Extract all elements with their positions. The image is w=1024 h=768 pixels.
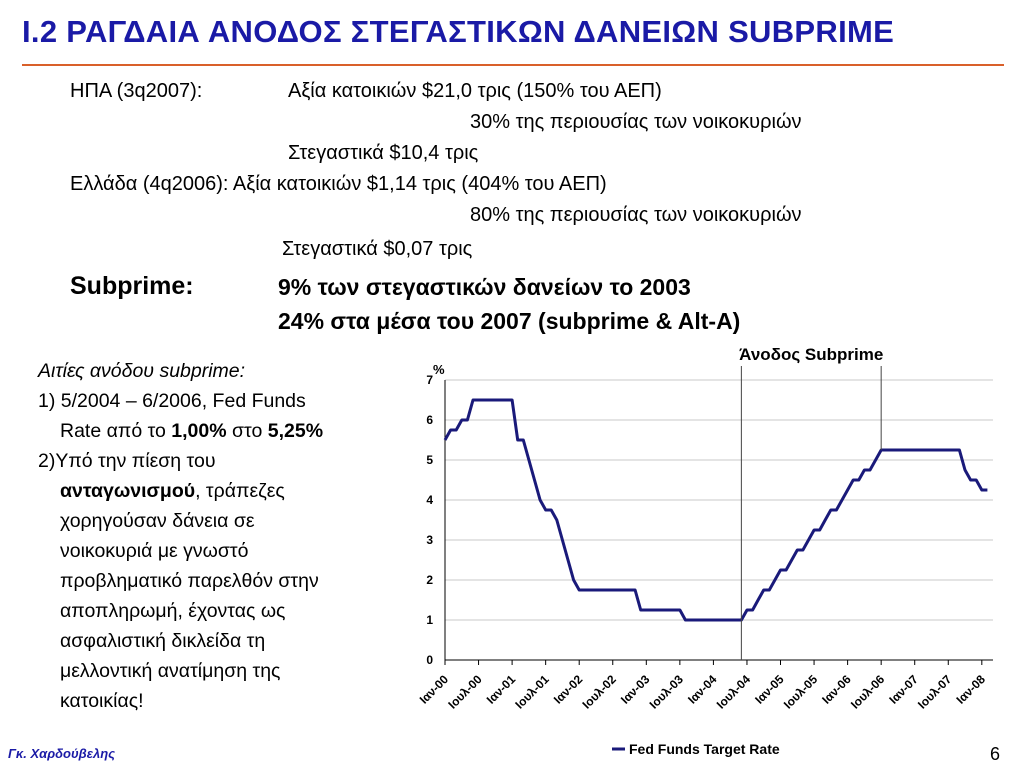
subprime-share-2003: 9% των στεγαστικών δανείων το 2003 — [278, 274, 691, 300]
y-tick-label: 5 — [426, 453, 433, 467]
usa-house-value: Αξία κατοικιών $21,0 τρις (150% του ΑΕΠ) — [288, 80, 662, 102]
cause-2-text: , τράπεζες — [195, 480, 285, 502]
x-tick-label: Ιουλ-00 — [445, 672, 485, 712]
greece-household-share: 80% της περιουσίας των νοικοκυριών — [470, 204, 802, 226]
rate-to: 5,25% — [267, 420, 324, 442]
y-tick-label: 3 — [426, 533, 433, 547]
x-tick-label: Ιουλ-03 — [647, 672, 687, 712]
slide-title: I.2 ΡΑΓΔΑΙΑ ΑΝΟΔΟΣ ΣΤΕΓΑΣΤΙΚΩΝ ΔΑΝΕΙΩΝ S… — [22, 14, 895, 49]
cause-2-line-5: προβληματικό παρελθόν στην — [60, 570, 319, 592]
cause-1-line-1: 1) 5/2004 – 6/2006, Fed Funds — [38, 390, 306, 412]
x-tick-label: Ιαν-08 — [953, 672, 988, 707]
y-tick-label: 7 — [426, 373, 433, 387]
chart-legend: Fed Funds Target Rate — [612, 741, 780, 757]
cause-2-line-2: ανταγωνισμού, τράπεζες — [38, 476, 418, 506]
rate-from: 1,00% — [171, 420, 227, 442]
x-tick-label: Ιουλ-01 — [512, 672, 552, 712]
title-divider — [22, 64, 1004, 66]
y-tick-label: 6 — [426, 413, 433, 427]
cause-2-line-4: νοικοκυριά με γνωστό — [60, 540, 249, 562]
subprime-annotation: Άνοδος Subprime — [739, 345, 883, 660]
y-tick-label: 4 — [426, 493, 433, 507]
y-tick-label: 2 — [426, 573, 433, 587]
annotation-label: Άνοδος Subprime — [739, 345, 883, 364]
causes-list: Αιτίες ανόδου subprime: 1) 5/2004 – 6/20… — [38, 356, 418, 716]
x-tick-label: Ιουλ-07 — [915, 672, 955, 712]
cause-2-line-6: αποπληρωμή, έχοντας ως — [60, 600, 286, 622]
y-tick-label: 1 — [426, 613, 433, 627]
usa-label: ΗΠΑ (3q2007): — [70, 80, 203, 102]
usa-household-share: 30% της περιουσίας των νοικοκυριών — [470, 111, 802, 133]
y-axis-unit: % — [433, 362, 445, 377]
usa-mortgages: Στεγαστικά $10,4 τρις — [288, 142, 479, 164]
cause-1-line-2: Rate από το 1,00% στο 5,25% — [38, 416, 418, 446]
cause-1-text-mid: στο — [226, 420, 268, 442]
y-axis-ticks: 0 1 2 3 4 5 6 7 — [426, 373, 433, 667]
page-number: 6 — [989, 744, 1000, 764]
x-tick-label: Ιουλ-06 — [848, 672, 888, 712]
chart-gridlines — [445, 379, 993, 621]
x-tick-label: Ιουλ-05 — [781, 672, 821, 712]
cause-1-text: Rate από το — [60, 420, 172, 442]
fed-funds-rate-line — [443, 398, 988, 622]
cause-2-line-1: 2)Υπό την πίεση του — [38, 450, 216, 472]
cause-2-line-9: κατοικίας! — [60, 690, 144, 712]
cause-2-line-7: ασφαλιστική δικλείδα τη — [60, 630, 266, 652]
y-tick-label: 0 — [426, 653, 433, 667]
greece-house-value: Ελλάδα (4q2006): Αξία κατοικιών $1,14 τρ… — [70, 173, 607, 195]
author-name: Γκ. Χαρδούβελης — [8, 746, 116, 761]
x-tick-label: Ιουλ-04 — [714, 672, 754, 712]
chart-axes — [444, 380, 993, 661]
greece-mortgages: Στεγαστικά $0,07 τρις — [282, 238, 473, 260]
cause-2-line-3: χορηγούσαν δάνεια σε — [60, 510, 255, 532]
legend-label: Fed Funds Target Rate — [629, 741, 780, 757]
cause-2-line-8: μελλοντική ανατίμηση της — [60, 660, 281, 682]
causes-heading: Αιτίες ανόδου subprime: — [38, 360, 246, 382]
x-tick-label: Ιουλ-02 — [580, 672, 620, 712]
subprime-label: Subprime: — [70, 272, 194, 300]
subprime-share-2007: 24% στα μέσα του 2007 (subprime & Alt-A) — [278, 308, 741, 334]
competition-emphasis: ανταγωνισμού — [60, 480, 196, 502]
